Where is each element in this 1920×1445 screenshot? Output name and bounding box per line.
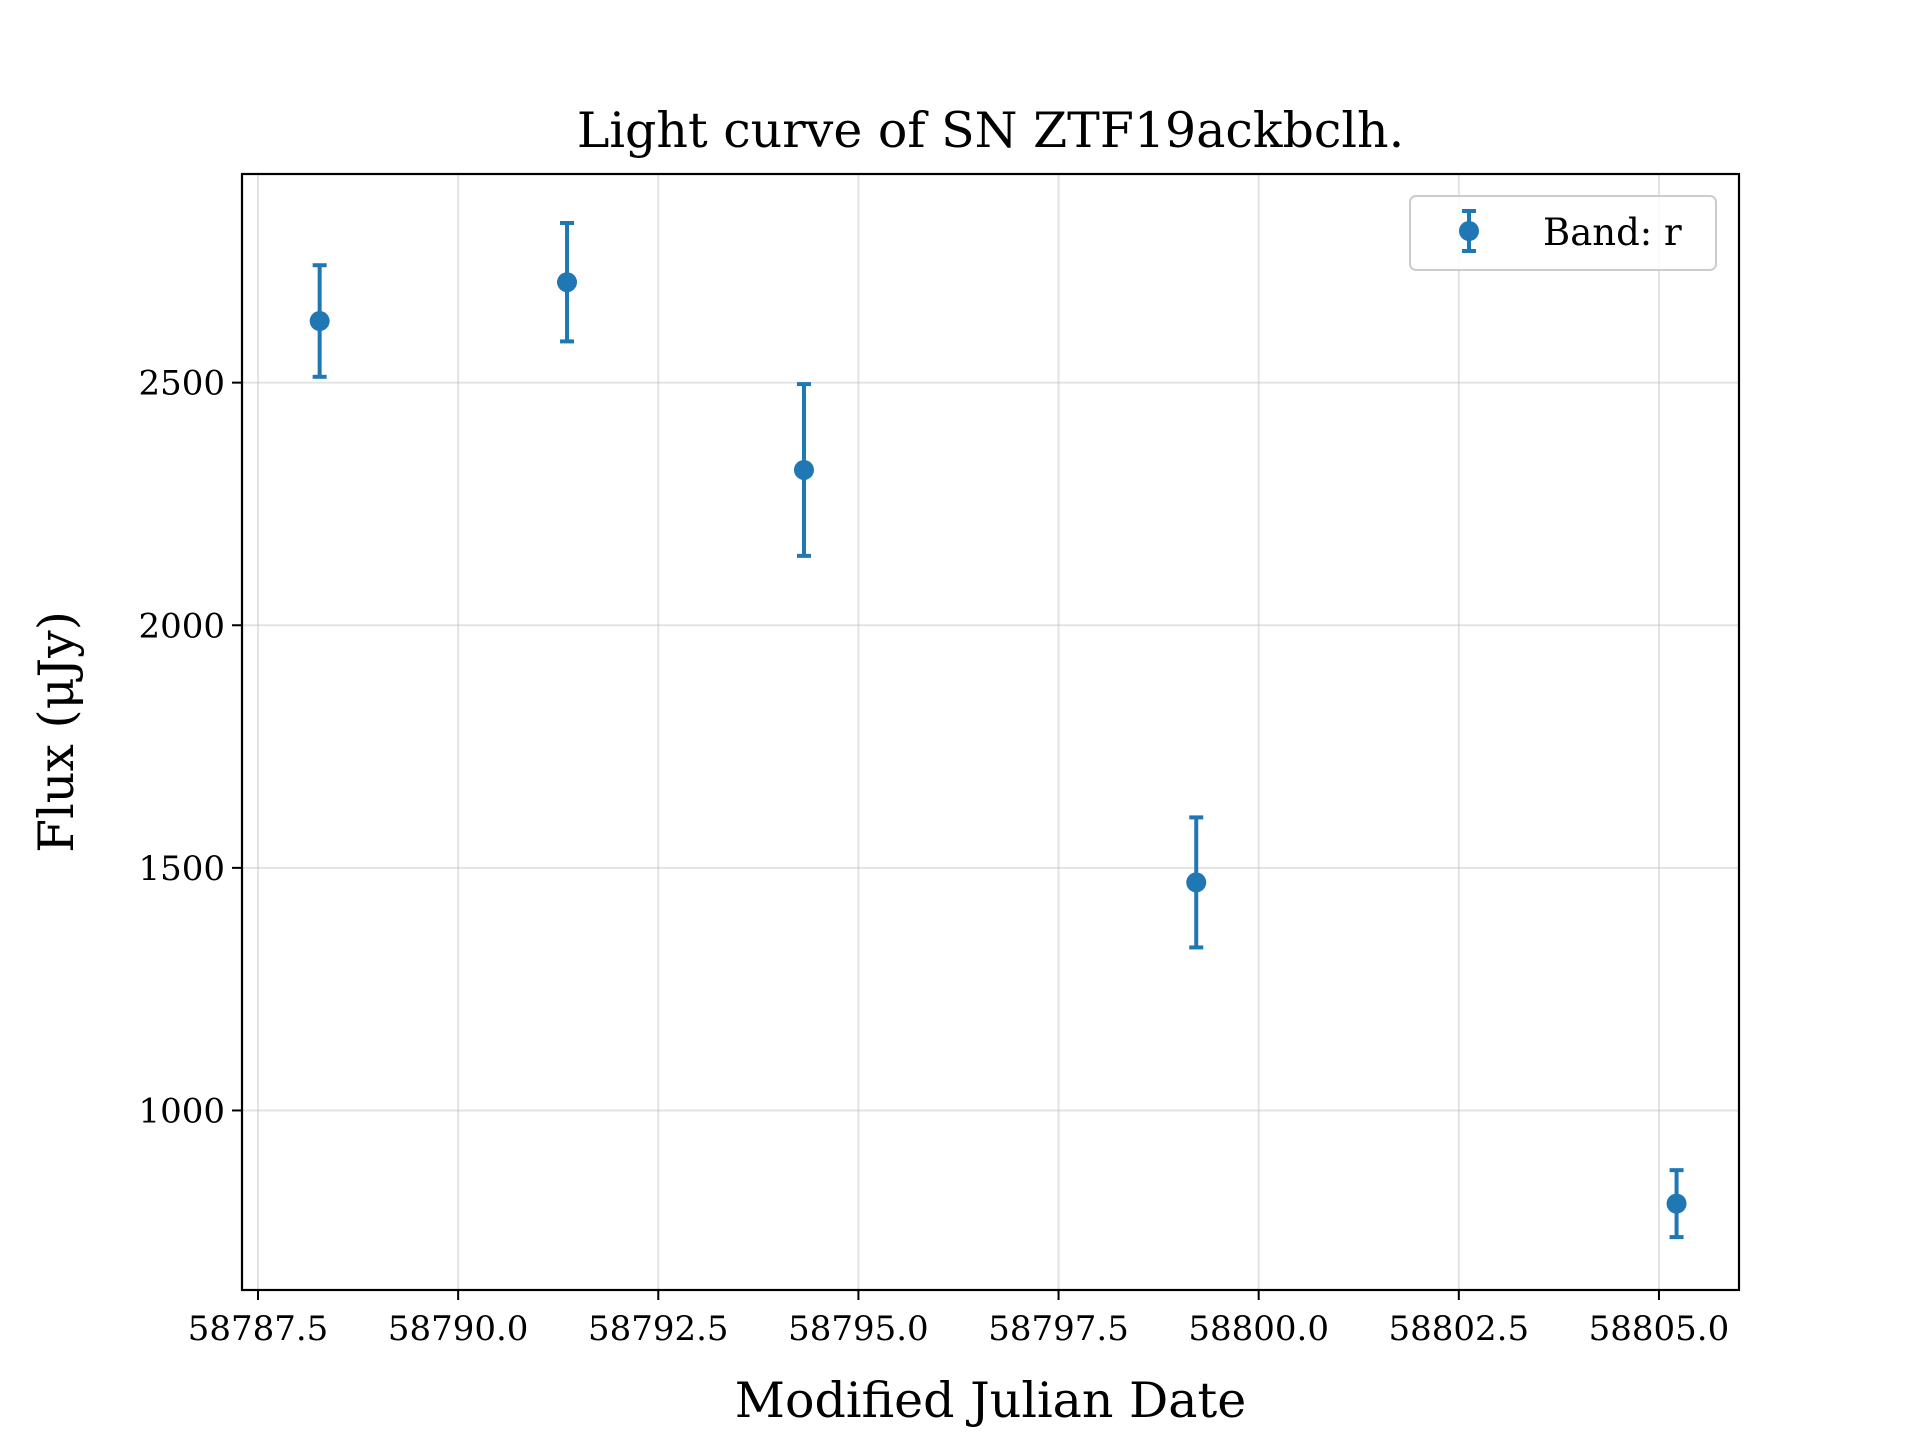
x-tick-label: 58800.0	[1188, 1309, 1329, 1349]
series-band-r	[309, 221, 1687, 1240]
grid-lines	[242, 174, 1739, 1290]
x-tick-label: 58787.5	[188, 1309, 329, 1349]
x-tick-label: 58797.5	[988, 1309, 1129, 1349]
x-tick-label: 58802.5	[1389, 1309, 1530, 1349]
y-tick-label: 2500	[138, 364, 225, 404]
data-point	[793, 459, 814, 480]
data-point	[309, 311, 330, 332]
data-point-group	[1666, 1168, 1687, 1240]
data-point-group	[309, 263, 330, 379]
plot-frame	[240, 172, 1741, 1292]
data-point	[1186, 872, 1207, 893]
data-point-group	[1186, 815, 1207, 950]
x-tick-label: 58790.0	[388, 1309, 529, 1349]
x-axis-title: Modified Julian Date	[735, 1372, 1246, 1429]
data-point-group	[557, 221, 578, 344]
y-tick-label: 2000	[138, 606, 225, 646]
legend: Band: r	[1409, 195, 1717, 271]
y-tick-label: 1500	[138, 849, 225, 889]
legend-box	[1409, 195, 1717, 271]
data-point	[557, 272, 578, 293]
y-tick-label: 1000	[138, 1091, 225, 1131]
data-series	[309, 221, 1687, 1240]
legend-marker	[1459, 209, 1479, 253]
data-point-group	[793, 382, 814, 558]
x-tick-label: 58795.0	[788, 1309, 929, 1349]
data-point	[1666, 1193, 1687, 1214]
chart-title: Light curve of SN ZTF19ackbclh.	[577, 102, 1404, 159]
x-tick-label: 58805.0	[1589, 1309, 1730, 1349]
axis-ticks: 58787.5 58790.0 58792.5 58795.0 58797.5 58800…	[138, 364, 1729, 1349]
y-axis-title: Flux (μJy)	[28, 611, 85, 853]
x-tick-label: 58792.5	[588, 1309, 729, 1349]
legend-label: Band: r	[1543, 211, 1682, 254]
legend-point	[1459, 221, 1479, 241]
